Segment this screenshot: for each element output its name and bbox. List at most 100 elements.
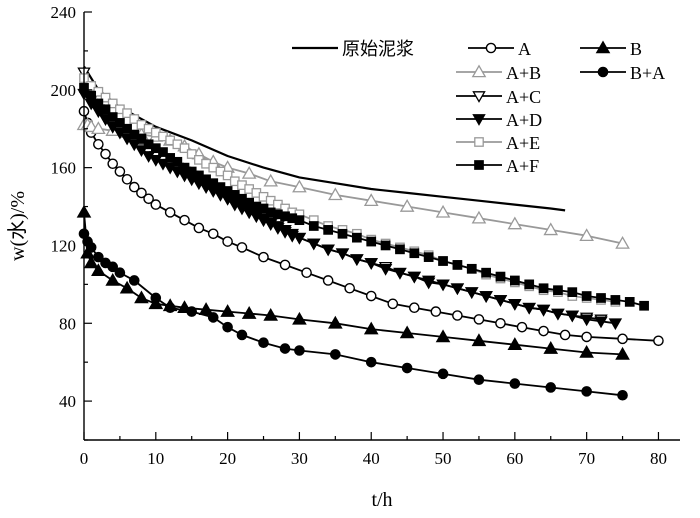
data-point-a-d bbox=[378, 263, 393, 276]
data-point-b bbox=[399, 325, 415, 339]
data-point-b bbox=[220, 304, 235, 317]
data-point-b-a bbox=[437, 368, 449, 380]
data-point-b-a bbox=[401, 362, 413, 374]
data-point-a bbox=[279, 259, 291, 271]
data-point-a-f bbox=[581, 291, 592, 301]
y-tick-label: 240 bbox=[51, 3, 77, 22]
x-tick-label: 0 bbox=[80, 449, 89, 468]
data-point-a-d bbox=[364, 258, 378, 270]
data-point-a-f bbox=[107, 112, 118, 122]
data-point-a-d bbox=[335, 248, 350, 261]
data-point-a-f bbox=[524, 279, 535, 290]
data-point-a-d bbox=[307, 238, 321, 251]
legend-marker bbox=[595, 40, 611, 54]
data-point-b bbox=[543, 341, 559, 354]
data-point-a bbox=[258, 251, 269, 263]
data-point-b-a bbox=[258, 337, 269, 349]
data-point-a-d bbox=[407, 271, 422, 284]
data-point-a bbox=[164, 207, 176, 218]
data-point-b-a bbox=[509, 378, 521, 389]
data-point-a bbox=[128, 181, 140, 193]
legend-label: A+F bbox=[506, 156, 539, 176]
data-point-b bbox=[263, 307, 279, 321]
data-point-a bbox=[193, 222, 205, 234]
legend-marker bbox=[474, 160, 484, 170]
data-point-a-f bbox=[639, 300, 649, 311]
data-point-a-d bbox=[594, 316, 608, 329]
data-point-a-b bbox=[328, 187, 343, 201]
data-point-a-d bbox=[350, 254, 364, 266]
data-point-b bbox=[83, 255, 99, 269]
legend: 原始泥浆 A B A+B B+A A+C A+D A+E A+F bbox=[292, 39, 665, 176]
data-point-a-f bbox=[596, 293, 606, 303]
data-point-a-f bbox=[323, 225, 333, 235]
legend-item-raw: 原始泥浆 bbox=[292, 39, 414, 59]
data-point-a-f bbox=[438, 256, 448, 266]
data-point-b bbox=[105, 272, 121, 286]
legend-item-b-a: B+A bbox=[580, 63, 665, 83]
data-point-b bbox=[119, 280, 135, 294]
legend-label: A+D bbox=[506, 110, 542, 130]
data-point-a bbox=[236, 242, 248, 253]
legend-item-a-f: A+F bbox=[456, 156, 539, 176]
data-point-a bbox=[322, 275, 334, 286]
data-point-b-a bbox=[330, 349, 341, 360]
legend-marker bbox=[472, 114, 486, 126]
legend-item-a-b: A+B bbox=[456, 63, 541, 83]
data-point-a-f bbox=[409, 248, 420, 259]
data-point-a-f bbox=[308, 221, 319, 231]
data-point-b-a bbox=[128, 275, 140, 286]
data-point-a bbox=[452, 310, 463, 321]
data-point-a-f bbox=[337, 228, 348, 239]
data-point-b bbox=[241, 306, 257, 319]
data-point-a bbox=[143, 193, 154, 205]
data-point-a-d bbox=[421, 275, 436, 288]
data-point-b bbox=[91, 263, 106, 277]
data-point-b-a bbox=[236, 329, 248, 341]
data-point-a-b bbox=[579, 228, 594, 242]
data-point-a bbox=[301, 267, 312, 278]
data-point-b-a bbox=[150, 292, 162, 304]
data-point-a-f bbox=[423, 252, 434, 262]
data-point-b-a bbox=[294, 345, 305, 356]
data-point-a-d bbox=[579, 314, 594, 327]
data-point-a-d bbox=[493, 295, 508, 307]
data-point-a-f bbox=[567, 287, 578, 297]
data-point-a-f bbox=[136, 133, 147, 144]
data-point-a-b bbox=[241, 165, 257, 179]
data-point-a bbox=[93, 138, 104, 150]
data-point-b bbox=[134, 290, 149, 304]
data-point-a bbox=[344, 282, 355, 294]
data-point-b-a bbox=[365, 356, 377, 368]
data-point-a-f bbox=[158, 147, 168, 157]
data-point-a-b bbox=[292, 179, 307, 193]
data-point-a-f bbox=[624, 297, 635, 307]
data-point-a-b bbox=[91, 121, 106, 135]
data-point-a-f bbox=[172, 156, 183, 167]
data-point-a-e bbox=[107, 98, 118, 109]
data-point-b-a bbox=[164, 302, 176, 314]
data-point-a-d bbox=[292, 232, 307, 245]
data-point-a bbox=[617, 333, 628, 345]
data-point-a bbox=[538, 325, 549, 337]
data-point-b bbox=[471, 333, 487, 347]
data-point-b bbox=[198, 302, 214, 315]
legend-item-a-c: A+C bbox=[456, 87, 541, 107]
data-point-a-d bbox=[551, 308, 565, 321]
data-point-b-a bbox=[186, 306, 198, 317]
legend-label: A bbox=[518, 39, 531, 59]
data-point-a-f bbox=[610, 295, 621, 305]
data-point-a-e bbox=[122, 108, 132, 119]
data-point-a-d bbox=[536, 304, 551, 317]
data-point-a bbox=[653, 335, 664, 347]
data-point-a bbox=[387, 298, 399, 310]
y-tick-label: 120 bbox=[51, 236, 77, 255]
data-point-a-b bbox=[471, 210, 487, 224]
data-point-a-f bbox=[509, 275, 520, 286]
legend-item-b: B bbox=[580, 39, 642, 59]
data-point-a bbox=[207, 228, 219, 240]
data-point-a-d bbox=[321, 244, 335, 257]
legend-marker bbox=[471, 64, 487, 78]
x-tick-label: 70 bbox=[578, 449, 595, 468]
data-point-a bbox=[136, 187, 147, 199]
